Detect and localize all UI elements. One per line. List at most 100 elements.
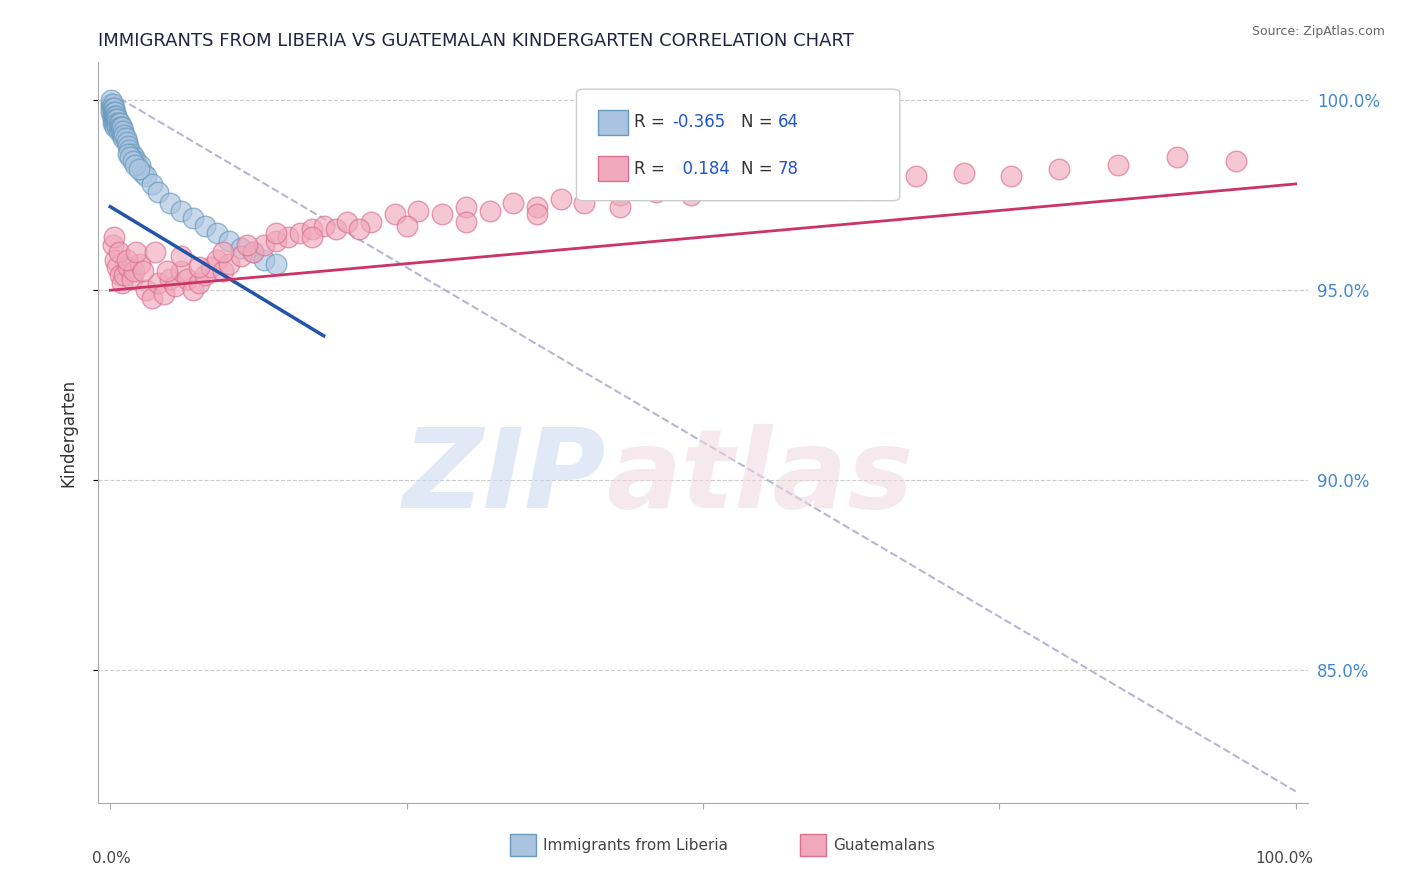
Point — [478, 203, 501, 218]
Point — [1047, 161, 1070, 176]
Point — [502, 195, 524, 210]
Point — [159, 272, 181, 286]
Point — [117, 260, 139, 275]
Point — [125, 245, 148, 260]
Point — [121, 146, 143, 161]
Point — [110, 120, 132, 134]
Point — [101, 116, 124, 130]
Point — [1000, 169, 1022, 184]
Point — [360, 215, 382, 229]
Point — [181, 283, 204, 297]
Point — [146, 276, 169, 290]
Point — [264, 227, 287, 241]
Point — [108, 120, 131, 134]
Point — [432, 207, 454, 221]
Point — [170, 203, 193, 218]
Point — [120, 150, 142, 164]
Text: atlas: atlas — [606, 424, 914, 531]
Text: Guatemalans: Guatemalans — [834, 838, 935, 853]
Point — [121, 154, 143, 169]
Point — [135, 283, 157, 297]
Point — [526, 200, 548, 214]
Point — [212, 245, 235, 260]
Point — [103, 116, 125, 130]
Point — [242, 245, 264, 260]
Point — [1166, 150, 1188, 164]
Text: Source: ZipAtlas.com: Source: ZipAtlas.com — [1251, 25, 1385, 38]
Point — [288, 227, 311, 241]
Point — [103, 109, 125, 123]
Text: IMMIGRANTS FROM LIBERIA VS GUATEMALAN KINDERGARTEN CORRELATION CHART: IMMIGRANTS FROM LIBERIA VS GUATEMALAN KI… — [98, 32, 855, 50]
Text: 0.184: 0.184 — [672, 160, 730, 178]
Point — [100, 94, 122, 108]
Point — [235, 237, 257, 252]
Point — [312, 219, 335, 233]
Point — [105, 116, 128, 130]
Point — [716, 180, 738, 194]
Point — [200, 260, 222, 275]
Point — [253, 252, 276, 267]
Point — [1225, 154, 1247, 169]
Point — [336, 215, 359, 229]
Point — [408, 203, 430, 218]
Point — [104, 120, 127, 134]
Point — [141, 291, 163, 305]
Point — [165, 279, 187, 293]
Point — [188, 260, 211, 275]
Point — [114, 131, 136, 145]
Point — [644, 185, 666, 199]
Point — [194, 219, 217, 233]
Bar — [509, 834, 536, 856]
Point — [574, 195, 596, 210]
Point — [834, 173, 856, 187]
Point — [100, 97, 122, 112]
Point — [125, 154, 148, 169]
Point — [128, 161, 150, 176]
Point — [101, 237, 124, 252]
Point — [751, 177, 773, 191]
Point — [122, 264, 145, 278]
Point — [218, 234, 240, 248]
Point — [952, 165, 974, 179]
Point — [107, 124, 129, 138]
Point — [194, 268, 217, 282]
Point — [188, 276, 211, 290]
Point — [181, 211, 204, 226]
Point — [301, 222, 323, 236]
Point — [152, 287, 174, 301]
Point — [121, 272, 143, 286]
Point — [132, 165, 155, 179]
Point — [218, 257, 240, 271]
Point — [101, 112, 124, 127]
Point — [132, 264, 155, 278]
Text: -0.365: -0.365 — [672, 113, 725, 131]
Text: 0.0%: 0.0% — [93, 851, 131, 866]
Point — [122, 150, 145, 164]
Point — [170, 264, 193, 278]
Text: 100.0%: 100.0% — [1256, 851, 1313, 866]
Point — [103, 112, 125, 127]
Point — [103, 230, 125, 244]
Point — [112, 124, 135, 138]
Point — [103, 104, 125, 119]
Point — [176, 272, 198, 286]
Point — [347, 222, 370, 236]
Point — [124, 158, 146, 172]
Point — [107, 120, 129, 134]
Point — [110, 124, 132, 138]
Point — [550, 192, 572, 206]
Point — [454, 215, 477, 229]
Point — [170, 249, 193, 263]
Y-axis label: Kindergarten: Kindergarten — [59, 378, 77, 487]
Point — [112, 131, 135, 145]
Point — [104, 109, 127, 123]
Point — [242, 245, 264, 260]
Point — [107, 116, 129, 130]
Text: 78: 78 — [778, 160, 799, 178]
Point — [264, 257, 287, 271]
Point — [105, 116, 128, 130]
Point — [105, 120, 128, 134]
Point — [395, 219, 418, 233]
Text: R =: R = — [634, 160, 671, 178]
Text: R =: R = — [634, 113, 671, 131]
